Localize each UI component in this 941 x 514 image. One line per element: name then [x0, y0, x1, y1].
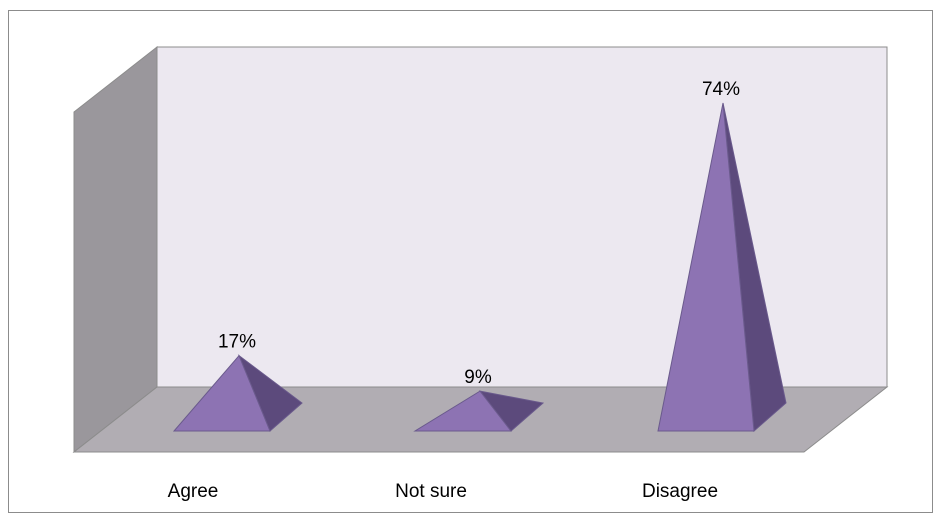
pyramid-bar-not-sure	[413, 390, 513, 432]
category-label-agree: Agree	[168, 481, 219, 502]
category-label-disagree: Disagree	[642, 481, 718, 502]
marks-layer: 17% 9% 74%	[172, 79, 787, 433]
chart-side-wall	[73, 45, 158, 454]
category-label-not-sure: Not sure	[395, 481, 467, 502]
data-label-disagree: 74%	[702, 79, 740, 100]
data-label-not-sure: 9%	[464, 367, 492, 388]
chart-back-wall	[156, 46, 888, 388]
data-label-agree: 17%	[218, 332, 256, 353]
pyramid-bar-disagree	[657, 102, 755, 432]
pyramid-bar-agree	[172, 354, 271, 432]
